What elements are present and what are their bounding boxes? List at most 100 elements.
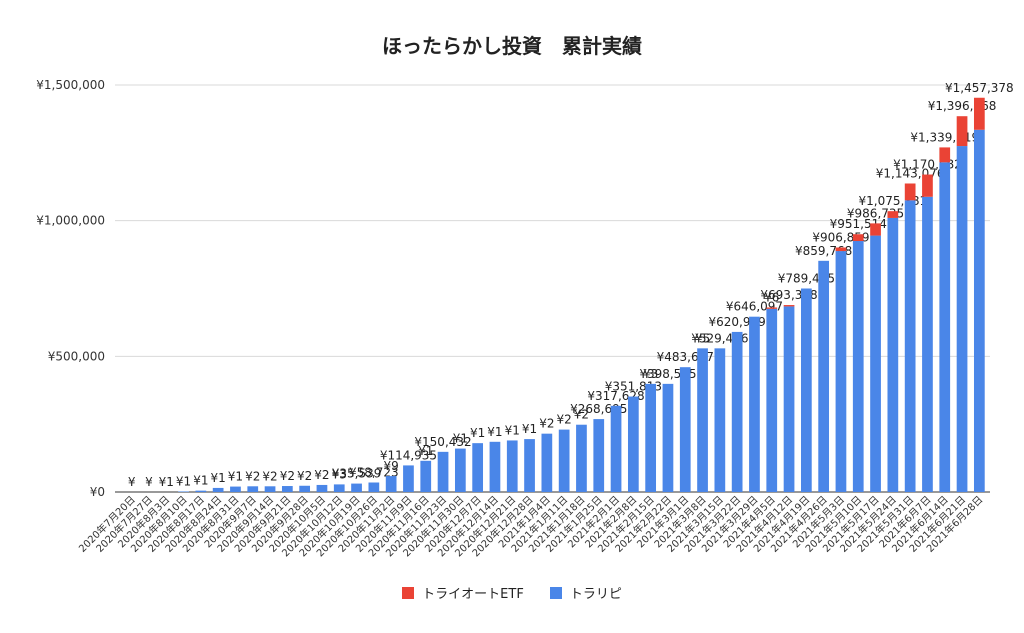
data-label: ¥1 bbox=[418, 444, 433, 458]
bar-toraripi bbox=[368, 482, 380, 492]
legend-swatch-toraripi bbox=[549, 586, 562, 599]
data-label: ¥1 bbox=[159, 475, 174, 489]
bar-toraripi bbox=[524, 439, 535, 492]
bar-toraripi bbox=[973, 129, 985, 492]
bar-toraripi bbox=[749, 316, 760, 492]
data-label: ¥1,170,682 bbox=[893, 158, 962, 172]
data-label: ¥1 bbox=[453, 432, 468, 446]
data-label: ¥2 bbox=[574, 408, 589, 422]
bar-toraripi bbox=[645, 383, 657, 492]
bar-etf bbox=[783, 305, 795, 307]
data-label: ¥1,339,119 bbox=[910, 130, 979, 144]
data-label: ¥3 bbox=[332, 467, 347, 481]
bar-toraripi bbox=[316, 484, 328, 492]
bar-toraripi bbox=[506, 440, 518, 492]
bar-toraripi bbox=[454, 448, 466, 492]
bar-toraripi bbox=[299, 485, 311, 492]
bar-toraripi bbox=[679, 367, 691, 492]
bar-toraripi bbox=[904, 200, 916, 493]
bar-etf bbox=[835, 247, 847, 252]
data-label: ¥1 bbox=[228, 470, 243, 484]
bar-etf bbox=[939, 147, 951, 163]
bar-toraripi bbox=[697, 348, 708, 492]
data-label: ¥1,075,381 bbox=[858, 194, 927, 208]
bar-etf bbox=[870, 223, 881, 236]
data-label: ¥1 bbox=[193, 474, 208, 488]
bar-toraripi bbox=[351, 483, 362, 492]
bar-toraripi bbox=[403, 465, 414, 492]
bar-toraripi bbox=[818, 260, 830, 492]
bar-toraripi bbox=[922, 196, 933, 492]
y-tick-label: ¥500,000 bbox=[48, 349, 105, 363]
data-label: ¥3 bbox=[643, 367, 658, 381]
data-label: ¥1,396,968 bbox=[928, 99, 997, 113]
data-label: ¥2 bbox=[539, 417, 554, 431]
bar-toraripi bbox=[195, 490, 207, 492]
bar-toraripi bbox=[212, 487, 224, 492]
bar-toraripi bbox=[247, 486, 259, 492]
data-label: ¥ bbox=[128, 475, 136, 489]
data-label: ¥58,723 bbox=[349, 466, 399, 480]
legend: トライオートETF トラリピ bbox=[0, 583, 1024, 602]
bar-toraripi bbox=[437, 451, 449, 492]
bar-toraripi bbox=[576, 424, 587, 492]
bar-toraripi bbox=[662, 383, 674, 492]
bar-etf bbox=[973, 97, 985, 130]
y-tick-label: ¥1,500,000 bbox=[36, 78, 105, 92]
bar-etf bbox=[922, 174, 933, 197]
bar-toraripi bbox=[731, 331, 743, 492]
bar-toraripi bbox=[230, 486, 241, 492]
data-label: ¥1 bbox=[211, 471, 226, 485]
bar-toraripi bbox=[264, 486, 276, 492]
data-label: ¥35,539 bbox=[332, 467, 382, 481]
data-label: ¥114,935 bbox=[380, 448, 437, 462]
bar-toraripi bbox=[489, 441, 501, 492]
legend-item-etf: トライオートETF bbox=[402, 583, 524, 602]
data-label: ¥2 bbox=[314, 468, 329, 482]
data-label: ¥1 bbox=[487, 425, 502, 439]
data-label: ¥9 bbox=[384, 459, 399, 473]
bar-toraripi bbox=[783, 306, 795, 492]
bar-toraripi bbox=[558, 429, 570, 492]
bar-toraripi bbox=[420, 460, 432, 492]
data-label: ¥2 bbox=[557, 413, 572, 427]
data-label: ¥2 bbox=[262, 469, 277, 483]
bar-toraripi bbox=[472, 443, 484, 492]
bar-toraripi bbox=[800, 288, 812, 492]
bar-toraripi bbox=[281, 486, 293, 492]
bar-toraripi bbox=[714, 348, 726, 492]
bar-toraripi bbox=[610, 405, 622, 492]
data-label: ¥1 bbox=[470, 426, 485, 440]
bar-etf bbox=[904, 183, 916, 201]
bar-etf bbox=[956, 116, 968, 147]
bar-toraripi bbox=[956, 146, 968, 493]
bar-toraripi bbox=[178, 491, 189, 492]
legend-label-toraripi: トラリピ bbox=[569, 587, 622, 602]
data-label: ¥1,457,378 bbox=[945, 81, 1014, 95]
chart-title: ほったらかし投資 累計実績 bbox=[382, 34, 642, 58]
data-label: ¥5 bbox=[695, 331, 710, 345]
data-label: ¥2 bbox=[280, 469, 295, 483]
bar-etf bbox=[887, 211, 899, 218]
data-label: ¥150,432 bbox=[414, 435, 471, 449]
data-label: ¥2 bbox=[297, 469, 312, 483]
legend-label-etf: トライオートETF bbox=[422, 587, 524, 602]
y-tick-label: ¥0 bbox=[90, 485, 105, 499]
bar-etf bbox=[766, 307, 778, 309]
bar-toraripi bbox=[593, 419, 605, 492]
bar-toraripi bbox=[870, 235, 881, 492]
bar-toraripi bbox=[766, 308, 778, 492]
data-label: ¥2 bbox=[245, 469, 260, 483]
data-label: ¥1 bbox=[505, 423, 520, 437]
bar-toraripi bbox=[887, 217, 899, 492]
bar-toraripi bbox=[541, 433, 553, 492]
bar-toraripi bbox=[939, 162, 951, 492]
bar-etf bbox=[852, 234, 864, 242]
bar-toraripi bbox=[627, 396, 639, 492]
y-tick-label: ¥1,000,000 bbox=[36, 214, 105, 228]
data-label: ¥1 bbox=[176, 474, 191, 488]
data-label: ¥ bbox=[145, 475, 153, 489]
bar-toraripi bbox=[333, 484, 345, 492]
